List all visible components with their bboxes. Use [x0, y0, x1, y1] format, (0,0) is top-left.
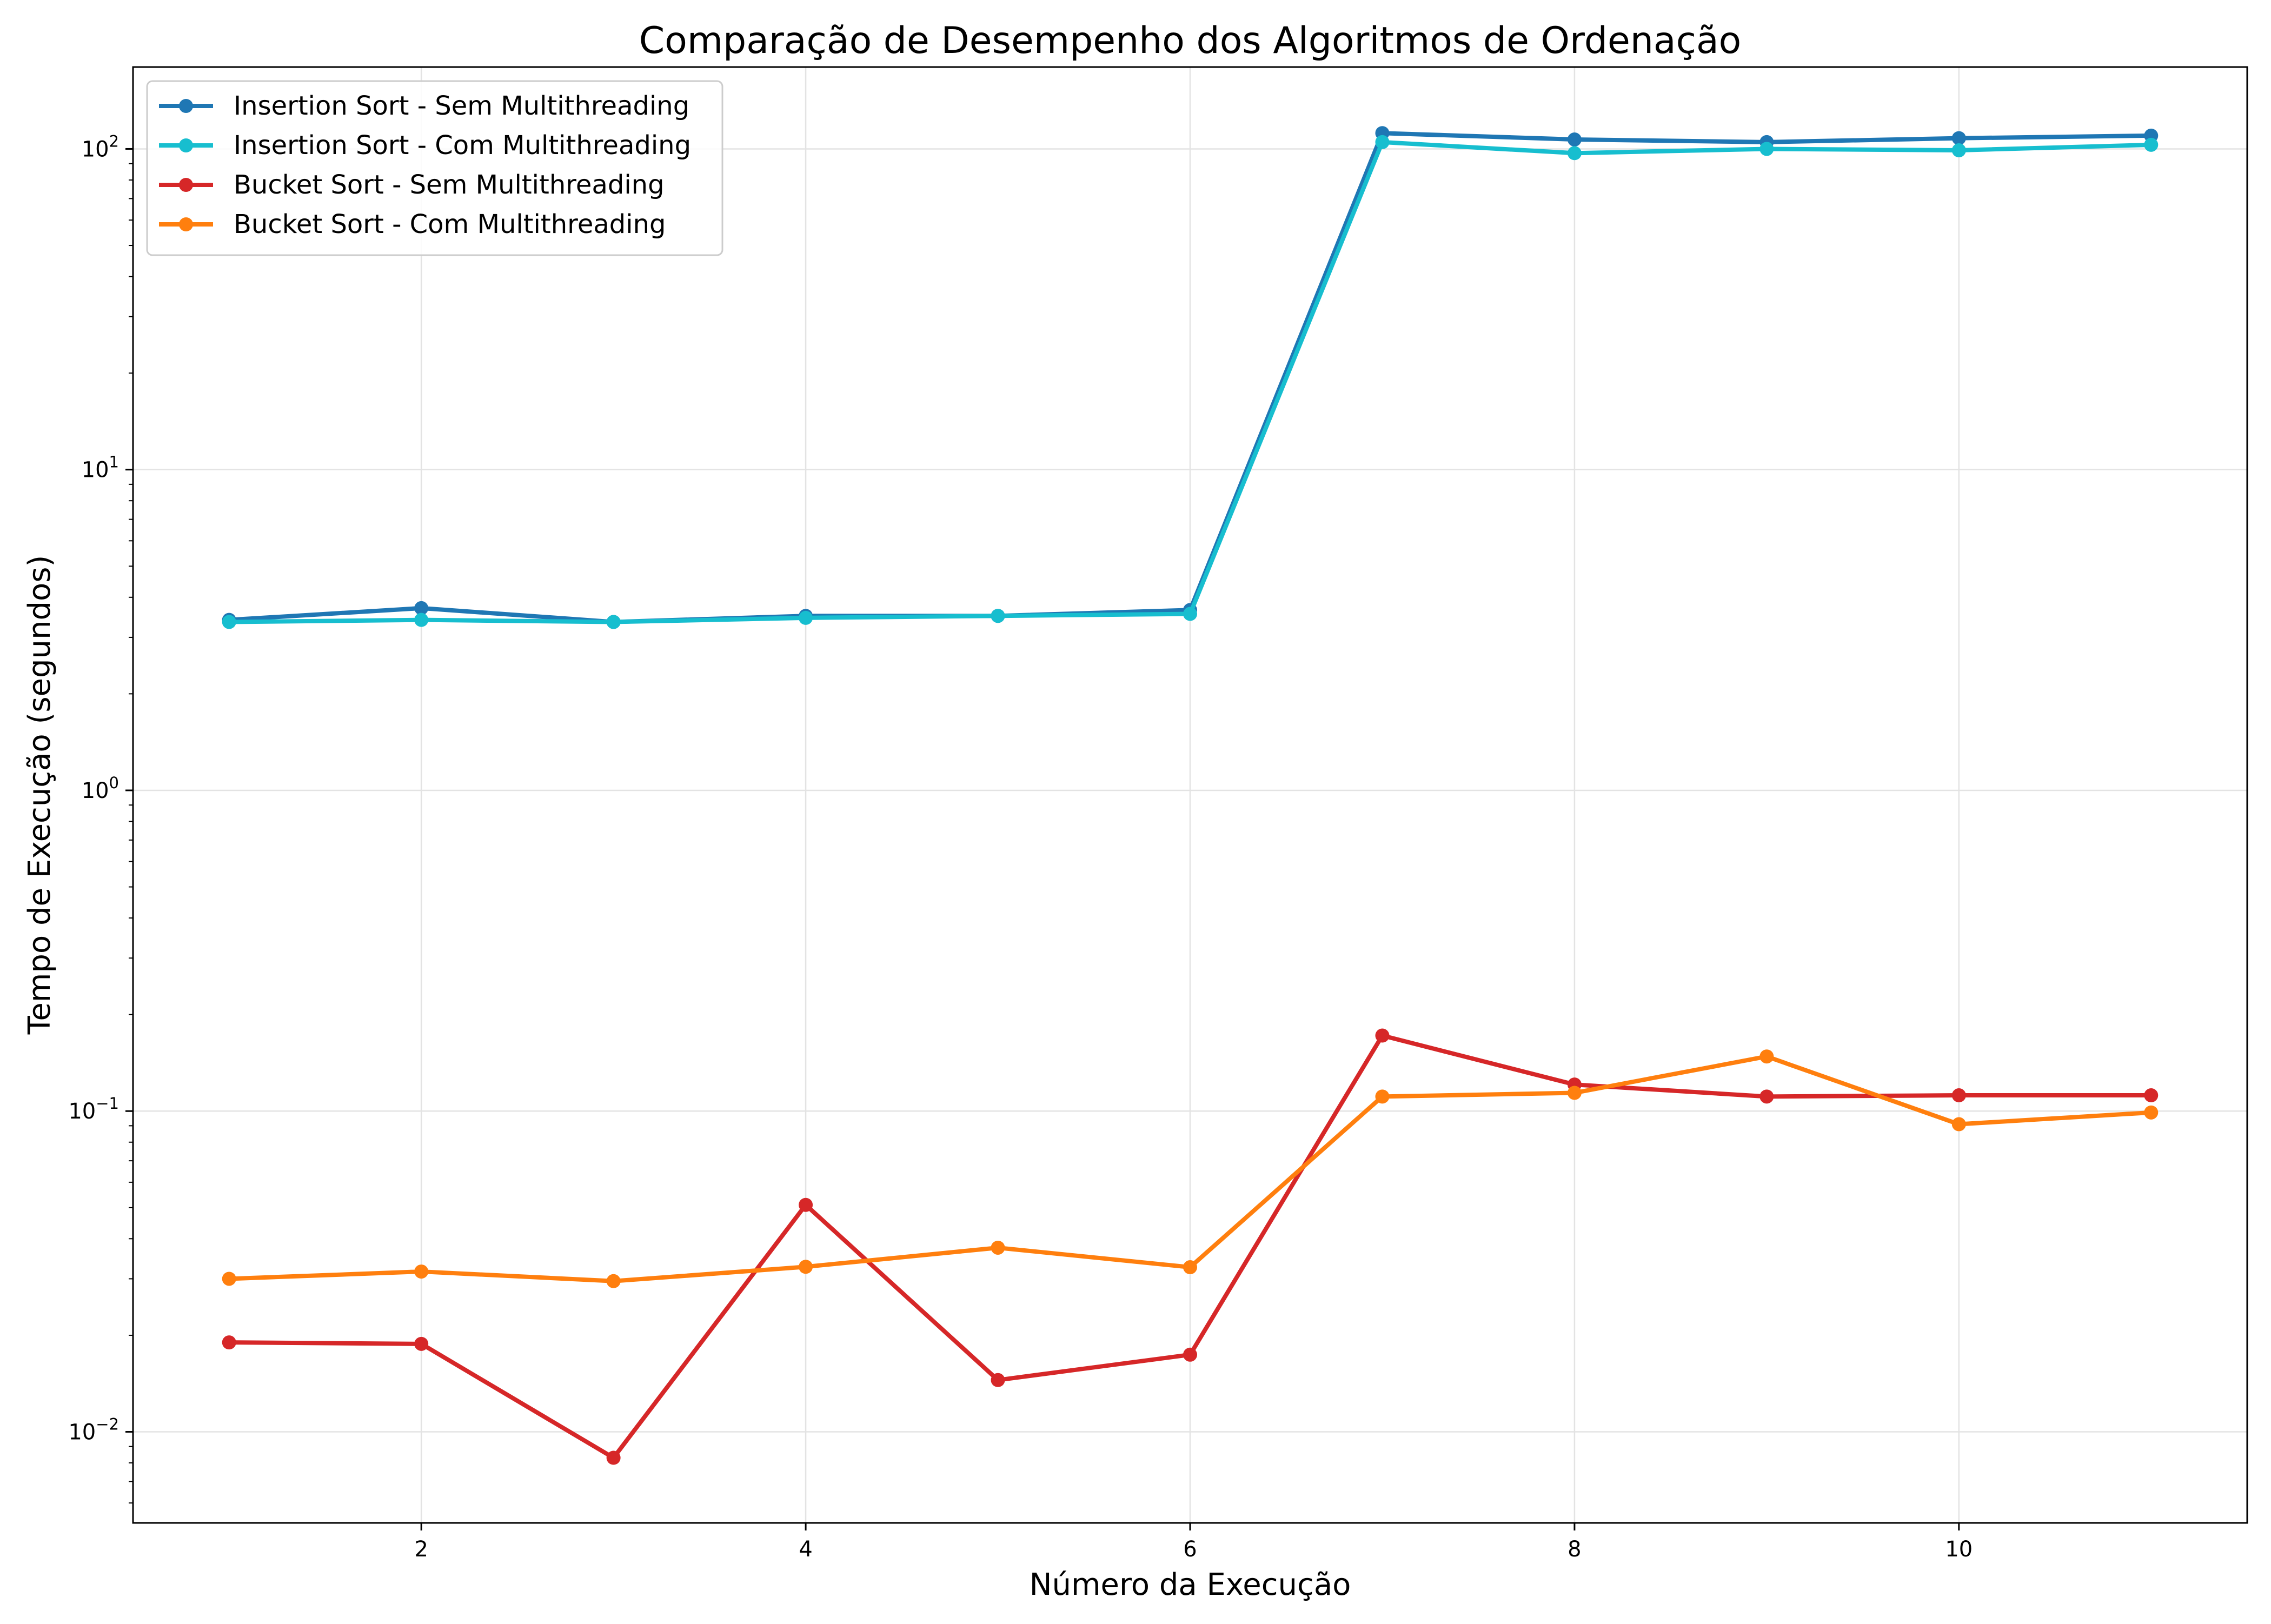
- chart-title: Comparação de Desempenho dos Algoritmos …: [639, 19, 1742, 62]
- series-2-point: [1759, 142, 1774, 156]
- y-tick-exponent: 1: [109, 453, 119, 471]
- series-3-point: [414, 1336, 429, 1351]
- series-4-point: [1951, 1117, 1966, 1132]
- x-axis-label: Número da Execução: [1030, 1567, 1351, 1602]
- series-4-point: [414, 1264, 429, 1279]
- series-3-point: [222, 1335, 236, 1350]
- x-tick-label: 10: [1945, 1537, 1973, 1562]
- y-tick-base: 10: [82, 137, 109, 162]
- y-tick-exponent: −2: [96, 1415, 119, 1434]
- series-3-point: [799, 1197, 813, 1212]
- x-tick-label: 8: [1568, 1537, 1581, 1562]
- legend-marker: [179, 178, 193, 192]
- legend-entry-label: Insertion Sort - Sem Multithreading: [234, 91, 689, 121]
- legend: Insertion Sort - Sem Multithreading Inser…: [146, 80, 723, 256]
- series-4-point: [799, 1260, 813, 1274]
- x-tick-label: 4: [799, 1537, 812, 1562]
- y-tick-exponent: 2: [109, 132, 119, 150]
- y-tick-label: 100: [82, 774, 119, 803]
- y-tick-label: 101: [82, 453, 119, 483]
- y-tick-exponent: −1: [96, 1094, 119, 1113]
- y-tick-base: 10: [82, 778, 109, 803]
- y-tick-label: 10−1: [68, 1094, 119, 1124]
- series-2-point: [2144, 137, 2159, 152]
- legend-marker: [179, 138, 193, 152]
- series-4-point: [606, 1274, 621, 1288]
- series-lines: [222, 126, 2159, 1465]
- y-tick-label: 10−2: [68, 1415, 119, 1445]
- legend-marker: [179, 217, 193, 231]
- x-tick-label: 2: [414, 1537, 428, 1562]
- series-1-point: [1951, 131, 1966, 145]
- series-3-point: [1375, 1028, 1390, 1043]
- series-3-point: [1951, 1088, 1966, 1103]
- series-2-point: [1951, 143, 1966, 158]
- series-1-point: [414, 601, 429, 615]
- series-4-point: [991, 1240, 1005, 1255]
- y-tick-exponent: 0: [109, 774, 119, 792]
- series-4-point: [222, 1272, 236, 1286]
- series-1-point: [1567, 132, 1582, 147]
- y-tick-base: 10: [82, 458, 109, 483]
- legend-entry-label: Bucket Sort - Com Multithreading: [234, 209, 666, 239]
- legend-marker: [179, 99, 193, 113]
- series-3-point: [991, 1373, 1005, 1387]
- series-2-point: [222, 615, 236, 629]
- series-3-point: [1183, 1347, 1197, 1362]
- series-2-point: [1183, 607, 1197, 621]
- series-2-point: [1567, 146, 1582, 161]
- series-4-point: [2144, 1105, 2159, 1120]
- y-tick-base: 10: [68, 1420, 96, 1445]
- series-3-point: [1759, 1089, 1774, 1104]
- series-2-point: [991, 609, 1005, 623]
- series-2-point: [414, 613, 429, 627]
- legend-entry-label: Bucket Sort - Sem Multithreading: [234, 170, 665, 200]
- series-4-point: [1375, 1089, 1390, 1104]
- y-axis-label: Tempo de Execução (segundos): [22, 555, 57, 1035]
- y-tick-label: 102: [82, 132, 119, 162]
- x-tick-label: 6: [1183, 1537, 1197, 1562]
- series-2-point: [606, 615, 621, 629]
- series-3-point: [2144, 1088, 2159, 1103]
- series-3-point: [606, 1450, 621, 1465]
- series-2-point: [799, 610, 813, 625]
- legend-entry-label: Insertion Sort - Com Multithreading: [234, 130, 691, 161]
- series-2-point: [1375, 135, 1390, 149]
- series-4-point: [1567, 1086, 1582, 1100]
- series-4-point: [1759, 1049, 1774, 1064]
- legend-box: [146, 80, 723, 256]
- series-4-point: [1183, 1260, 1197, 1275]
- y-tick-base: 10: [68, 1099, 96, 1124]
